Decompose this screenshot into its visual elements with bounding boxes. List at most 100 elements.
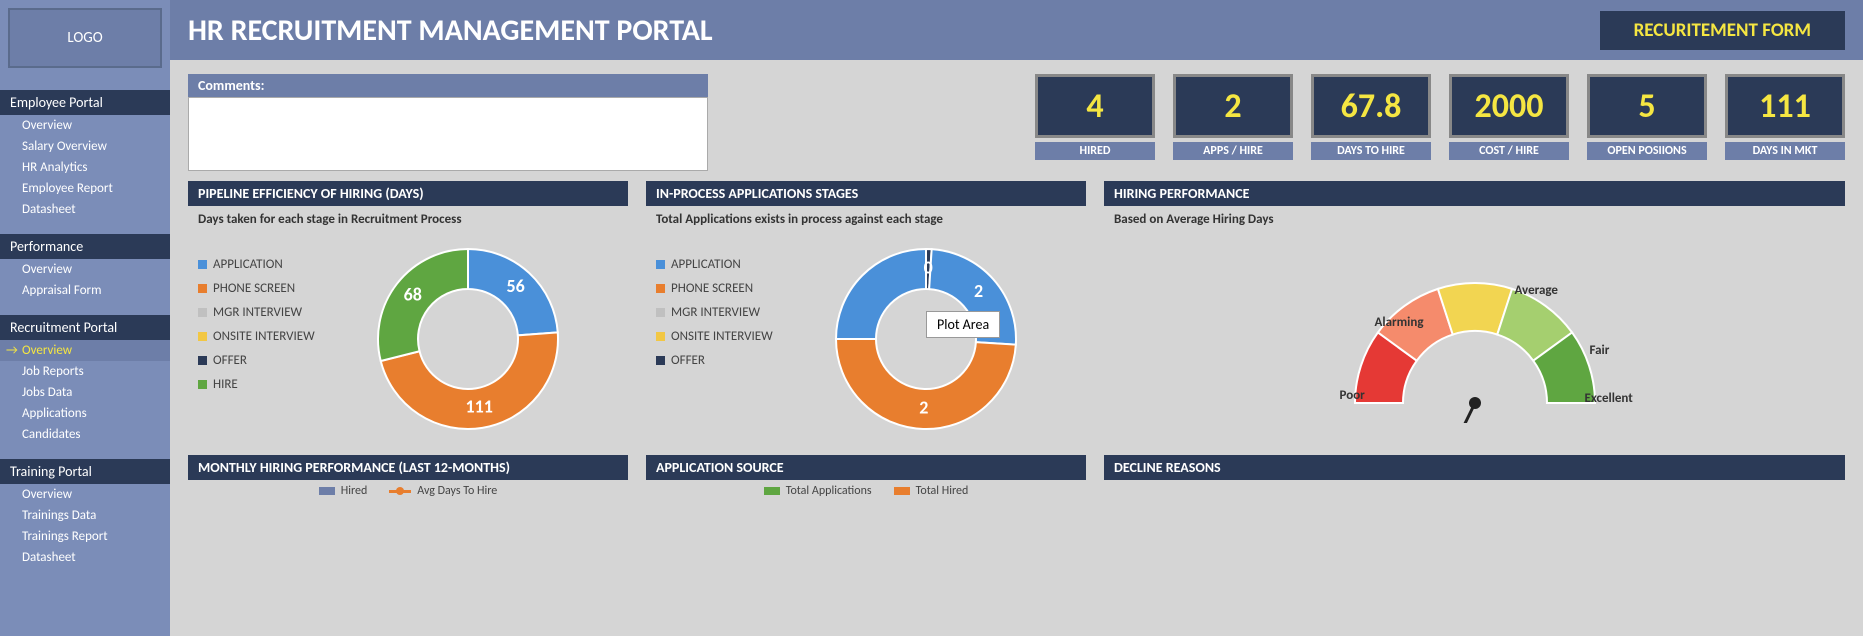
nav-section-header[interactable]: Performance: [0, 234, 170, 259]
kpi-value: 2: [1173, 74, 1293, 138]
legend-label: HIRE: [213, 377, 238, 392]
legend-label: APPLICATION: [213, 257, 283, 272]
legend-swatch: [198, 308, 207, 317]
row-bottom: MONTHLY HIRING PERFORMANCE (LAST 12-MONT…: [188, 455, 1845, 498]
legend-item: OFFER: [198, 353, 368, 368]
kpi-value: 5: [1587, 74, 1707, 138]
svg-text:68: 68: [404, 283, 422, 305]
comments-input[interactable]: [188, 97, 708, 171]
nav-section-header[interactable]: Training Portal: [0, 459, 170, 484]
legend-item: MGR INTERVIEW: [198, 305, 368, 320]
kpi-row: 4HIRED 2 APPS / HIRE 67.8DAYS TO HIRE 2000 CO…: [722, 74, 1845, 171]
logo-placeholder: LOGO: [8, 8, 162, 68]
legend-swatch: [198, 380, 207, 389]
legend-label: MGR INTERVIEW: [671, 305, 760, 320]
kpi-label: DAYS IN MKT: [1725, 142, 1845, 160]
legend-item: Hired: [319, 484, 368, 498]
gauge-label: Poor: [1340, 388, 1365, 403]
legend-item: MGR INTERVIEW: [656, 305, 826, 320]
nav-container: Employee PortalOverviewSalary OverviewHR…: [0, 90, 170, 582]
legend-swatch: [656, 284, 665, 293]
nav-section-header[interactable]: Employee Portal: [0, 90, 170, 115]
panel-pipeline: PIPELINE EFFICIENCY OF HIRING (DAYS) Day…: [188, 181, 628, 445]
nav-item[interactable]: Overview: [0, 115, 170, 136]
nav-item[interactable]: Jobs Data: [0, 382, 170, 403]
legend-item: ONSITE INTERVIEW: [656, 329, 826, 344]
legend-item: Avg Days To Hire: [389, 484, 497, 498]
legend-label: PHONE SCREEN: [213, 281, 295, 296]
kpi-label: APPS / HIRE: [1173, 142, 1293, 160]
legend-label: Total Applications: [786, 484, 872, 498]
pipeline-legend: APPLICATION PHONE SCREEN MGR INTERVIEW ONSI…: [198, 239, 368, 439]
panel-monthly: MONTHLY HIRING PERFORMANCE (LAST 12-MONT…: [188, 455, 628, 498]
svg-text:56: 56: [507, 275, 525, 297]
svg-text:111: 111: [465, 395, 492, 417]
panel-decline-title: DECLINE REASONS: [1104, 455, 1845, 480]
page-title: HR RECRUITMENT MANAGEMENT PORTAL: [188, 12, 1600, 49]
legend-label: ONSITE INTERVIEW: [671, 329, 773, 344]
legend-item: ONSITE INTERVIEW: [198, 329, 368, 344]
legend-swatch: [656, 356, 665, 365]
kpi-label: COST / HIRE: [1449, 142, 1569, 160]
sidebar: LOGO Employee PortalOverviewSalary Overv…: [0, 0, 170, 636]
kpi-card: 67.8DAYS TO HIRE: [1311, 74, 1431, 171]
legend-swatch: [198, 356, 207, 365]
gauge-label: Average: [1515, 283, 1558, 298]
legend-swatch: [764, 487, 780, 495]
legend-item: PHONE SCREEN: [198, 281, 368, 296]
inprocess-donut: 022Plot Area: [826, 239, 1046, 439]
nav-item[interactable]: Job Reports: [0, 361, 170, 382]
nav-item[interactable]: Applications: [0, 403, 170, 424]
nav-item[interactable]: Salary Overview: [0, 136, 170, 157]
nav-item[interactable]: Employee Report: [0, 178, 170, 199]
nav-item[interactable]: Overview: [0, 259, 170, 280]
nav-item[interactable]: Trainings Data: [0, 505, 170, 526]
nav-item[interactable]: HR Analytics: [0, 157, 170, 178]
panel-appsource: APPLICATION SOURCE Total ApplicationsTot…: [646, 455, 1086, 498]
nav-item[interactable]: Appraisal Form: [0, 280, 170, 301]
comments-label: Comments:: [188, 74, 708, 97]
legend-item: Total Applications: [764, 484, 872, 498]
legend-swatch: [389, 490, 411, 493]
legend-label: Total Hired: [916, 484, 969, 498]
recruitment-form-button[interactable]: RECURITEMENT FORM: [1600, 11, 1845, 50]
legend-swatch: [198, 260, 207, 269]
nav-section-header[interactable]: Recruitment Portal: [0, 315, 170, 340]
nav-item[interactable]: Overview: [0, 340, 170, 361]
legend-item: PHONE SCREEN: [656, 281, 826, 296]
nav-item[interactable]: Datasheet: [0, 547, 170, 568]
legend-item: OFFER: [656, 353, 826, 368]
nav-item[interactable]: Overview: [0, 484, 170, 505]
kpi-card: 4HIRED: [1035, 74, 1155, 171]
svg-text:0: 0: [924, 256, 933, 278]
comments-box: Comments:: [188, 74, 708, 171]
legend-item: APPLICATION: [198, 257, 368, 272]
legend-item: APPLICATION: [656, 257, 826, 272]
row-charts: PIPELINE EFFICIENCY OF HIRING (DAYS) Day…: [188, 181, 1845, 445]
pipeline-donut: 56 111 68: [368, 239, 588, 439]
kpi-card: 111 DAYS IN MKT: [1725, 74, 1845, 171]
legend-swatch: [656, 308, 665, 317]
main-area: HR RECRUITMENT MANAGEMENT PORTAL RECURIT…: [170, 0, 1863, 636]
nav-item[interactable]: Trainings Report: [0, 526, 170, 547]
legend-swatch: [198, 284, 207, 293]
monthly-legend: Hired Avg Days To Hire: [188, 480, 628, 498]
plot-area-tooltip: Plot Area: [926, 311, 1000, 338]
kpi-value: 4: [1035, 74, 1155, 138]
row-comments-kpis: Comments: 4HIRED 2 APPS / HIRE 67.8DAYS TO …: [188, 74, 1845, 171]
legend-swatch: [894, 487, 910, 495]
panel-monthly-title: MONTHLY HIRING PERFORMANCE (LAST 12-MONT…: [188, 455, 628, 480]
content: Comments: 4HIRED 2 APPS / HIRE 67.8DAYS TO …: [170, 60, 1863, 636]
kpi-card: 5OPEN POSIIONS: [1587, 74, 1707, 171]
legend-swatch: [656, 260, 665, 269]
legend-item: Total Hired: [894, 484, 969, 498]
inprocess-legend: APPLICATION PHONE SCREEN MGR INTERVIEW ONSI…: [656, 239, 826, 439]
legend-label: ONSITE INTERVIEW: [213, 329, 315, 344]
kpi-value: 2000: [1449, 74, 1569, 138]
kpi-value: 111: [1725, 74, 1845, 138]
nav-item[interactable]: Candidates: [0, 424, 170, 445]
legend-label: OFFER: [213, 353, 247, 368]
panel-hiring-perf-title: HIRING PERFORMANCE: [1104, 181, 1845, 206]
nav-item[interactable]: Datasheet: [0, 199, 170, 220]
svg-text:2: 2: [974, 280, 983, 302]
